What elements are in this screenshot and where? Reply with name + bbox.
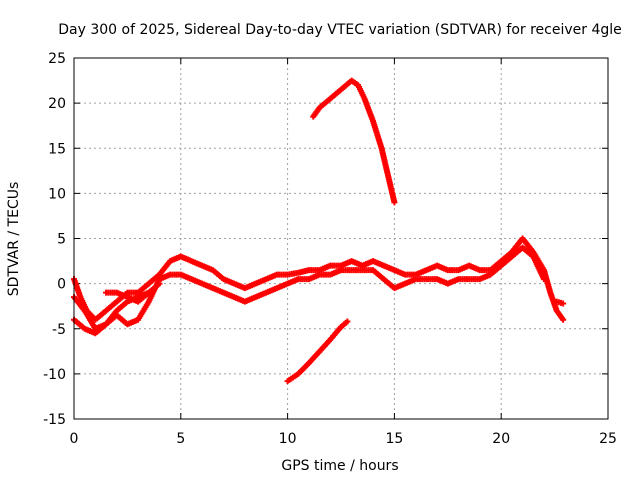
y-tick-label: 10 — [48, 186, 66, 202]
x-tick-label: 5 — [176, 431, 185, 447]
series-arc-high — [310, 77, 398, 206]
y-tick-label: 25 — [48, 51, 66, 67]
axis-ticks: 0 5 10 15 20 25 -15 -10 -5 0 5 10 15 20 25 — [43, 51, 617, 447]
data-point — [540, 276, 547, 283]
y-tick-label: -5 — [52, 322, 66, 338]
series-arc-e — [553, 298, 567, 307]
data-point — [560, 316, 567, 323]
x-axis-label: GPS time / hours — [281, 458, 398, 474]
plot-frame — [73, 57, 609, 420]
data-point — [156, 280, 163, 287]
grid-lines — [74, 58, 608, 419]
y-tick-label: -10 — [43, 367, 66, 383]
x-tick-label: 20 — [492, 431, 510, 447]
y-axis-label: SDTVAR / TECUs — [6, 182, 22, 297]
series-arc-d — [103, 289, 152, 305]
y-tick-label: 5 — [57, 232, 66, 248]
data-point — [560, 300, 567, 307]
chart-title: Day 300 of 2025, Sidereal Day-to-day VTE… — [58, 22, 622, 38]
x-tick-label: 15 — [385, 431, 403, 447]
data-point — [391, 199, 398, 206]
data-point — [344, 318, 351, 325]
series-arc-c — [71, 280, 163, 337]
y-tick-label: 0 — [57, 277, 66, 293]
data-point — [145, 289, 152, 296]
y-tick-label: 20 — [48, 96, 66, 112]
x-tick-label: 25 — [599, 431, 617, 447]
x-tick-label: 0 — [70, 431, 79, 447]
series-arc-low — [284, 318, 351, 385]
data-points — [71, 77, 567, 385]
series-arc-b — [71, 244, 547, 332]
y-tick-label: -15 — [43, 412, 66, 428]
x-tick-label: 10 — [279, 431, 297, 447]
y-tick-label: 15 — [48, 141, 66, 157]
